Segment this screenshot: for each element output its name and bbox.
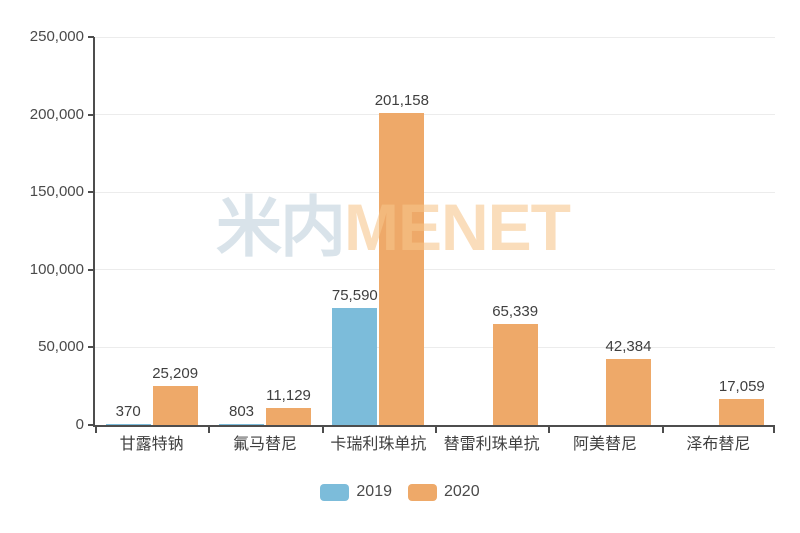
- y-axis-tick-label: 200,000: [29, 105, 84, 123]
- y-axis-line: [93, 37, 95, 425]
- gridline: [95, 269, 775, 271]
- bar-2020-卡瑞利珠单抗[interactable]: [379, 112, 425, 425]
- x-axis-category-label: 卡瑞利珠单抗: [330, 436, 427, 453]
- y-axis-tick: [88, 268, 94, 271]
- x-axis-tick: [661, 427, 664, 433]
- bar-2020-泽布替尼[interactable]: [719, 398, 765, 425]
- bar-value-label: 370: [115, 403, 141, 420]
- gridline: [95, 114, 775, 116]
- bar-2020-氟马替尼[interactable]: [266, 407, 311, 425]
- bar-value-label: 803: [228, 402, 255, 420]
- legend-swatch-2020: [408, 483, 437, 501]
- y-axis-tick: [88, 36, 94, 38]
- gridline: [95, 191, 775, 193]
- bar-value-label: 65,339: [492, 302, 539, 320]
- y-axis-tick: [88, 346, 94, 349]
- x-axis-tick: [208, 427, 211, 433]
- bar-2020-阿美替尼[interactable]: [606, 359, 651, 425]
- y-axis-tick-label: 250,000: [29, 28, 84, 45]
- bar-2020-甘露特钠[interactable]: [152, 385, 198, 425]
- bar-value-label: 75,590: [331, 286, 378, 304]
- legend-swatch-2019: [320, 483, 350, 501]
- y-axis-tick-label: 100,000: [29, 260, 84, 278]
- y-axis-tick-label: 50,000: [38, 338, 84, 356]
- x-axis-category-label: 泽布替尼: [686, 436, 751, 453]
- bar-value-label: 201,158: [374, 91, 429, 109]
- y-axis-tick: [88, 191, 94, 194]
- y-axis-tick: [88, 113, 94, 116]
- legend-item-2020[interactable]: 2020: [408, 483, 480, 501]
- x-axis-category-label: 氟马替尼: [232, 436, 297, 453]
- bar-2020-替雷利珠单抗[interactable]: [492, 323, 538, 425]
- y-axis-tick-label: 150,000: [29, 183, 84, 201]
- legend-item-2019[interactable]: 2019: [320, 483, 392, 501]
- x-axis-category-label: 阿美替尼: [572, 436, 637, 453]
- legend: 2019 2020: [0, 483, 800, 501]
- x-axis-line: [93, 425, 775, 427]
- bar-2019-甘露特钠[interactable]: [105, 424, 151, 425]
- bar-value-label: 17,059: [718, 377, 765, 395]
- gridline: [95, 36, 775, 38]
- legend-label-2019: 2019: [356, 483, 392, 500]
- x-axis-tick: [773, 427, 775, 433]
- legend-label-2020: 2020: [444, 483, 480, 500]
- x-axis-tick: [548, 427, 551, 433]
- y-axis-tick-label: 0: [75, 416, 84, 433]
- gridline: [95, 346, 775, 348]
- watermark-en-text: MENET: [344, 190, 571, 264]
- bar-value-label: 25,209: [152, 364, 199, 382]
- x-axis-category-label: 替雷利珠单抗: [443, 436, 540, 453]
- bar-value-label: 11,129: [266, 386, 311, 404]
- x-axis-tick: [95, 427, 97, 433]
- x-axis-tick: [435, 427, 437, 433]
- bar-value-label: 42,384: [605, 338, 652, 356]
- bar-2019-氟马替尼[interactable]: [219, 423, 264, 425]
- bar-2019-卡瑞利珠单抗[interactable]: [332, 307, 378, 425]
- y-axis-tick: [88, 424, 94, 426]
- x-axis-tick: [321, 427, 324, 433]
- x-axis-category-label: 甘露特钠: [119, 436, 184, 453]
- watermark-cn-text: 米内: [216, 190, 346, 264]
